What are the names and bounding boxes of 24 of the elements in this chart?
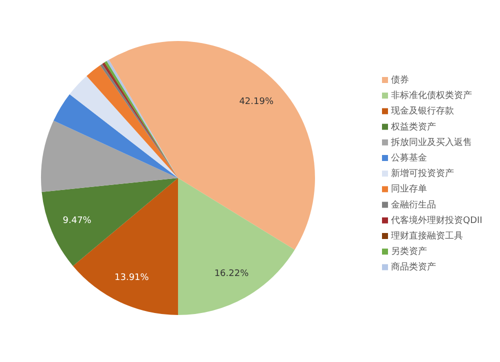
legend-label: 另类资产 bbox=[391, 246, 427, 258]
data-label: 42.19% bbox=[239, 96, 274, 107]
pie-slice bbox=[108, 41, 315, 250]
pie-slice bbox=[54, 94, 178, 178]
pie-slice bbox=[86, 65, 178, 178]
legend-label: 非标准化债权类资产 bbox=[391, 90, 472, 102]
legend-label: 理财直接融资工具 bbox=[391, 230, 463, 242]
data-label: 13.91% bbox=[114, 272, 150, 283]
legend-label: 商品类资产 bbox=[391, 262, 436, 273]
data-label: 9.47% bbox=[62, 216, 92, 226]
legend-label: 同业存单 bbox=[391, 184, 427, 195]
pie-slice bbox=[178, 178, 295, 315]
legend-label: 拆放同业及买入返售 bbox=[390, 136, 472, 148]
legend-label: 权益类资产 bbox=[390, 121, 436, 132]
pie-slice bbox=[41, 120, 178, 192]
legend-label: 公募基金 bbox=[391, 152, 427, 164]
legend-label: 代客境外理财投资QDII bbox=[390, 214, 482, 226]
legend-label: 新增可投资资产 bbox=[391, 168, 454, 180]
legend-label: 金融衍生品 bbox=[391, 199, 436, 210]
data-label: 16.22% bbox=[214, 269, 250, 280]
pie-slice bbox=[70, 76, 178, 178]
pie-slice bbox=[42, 178, 178, 266]
legend-label: 现金及银行存款 bbox=[391, 106, 454, 117]
legend-label: 债券 bbox=[391, 74, 409, 86]
